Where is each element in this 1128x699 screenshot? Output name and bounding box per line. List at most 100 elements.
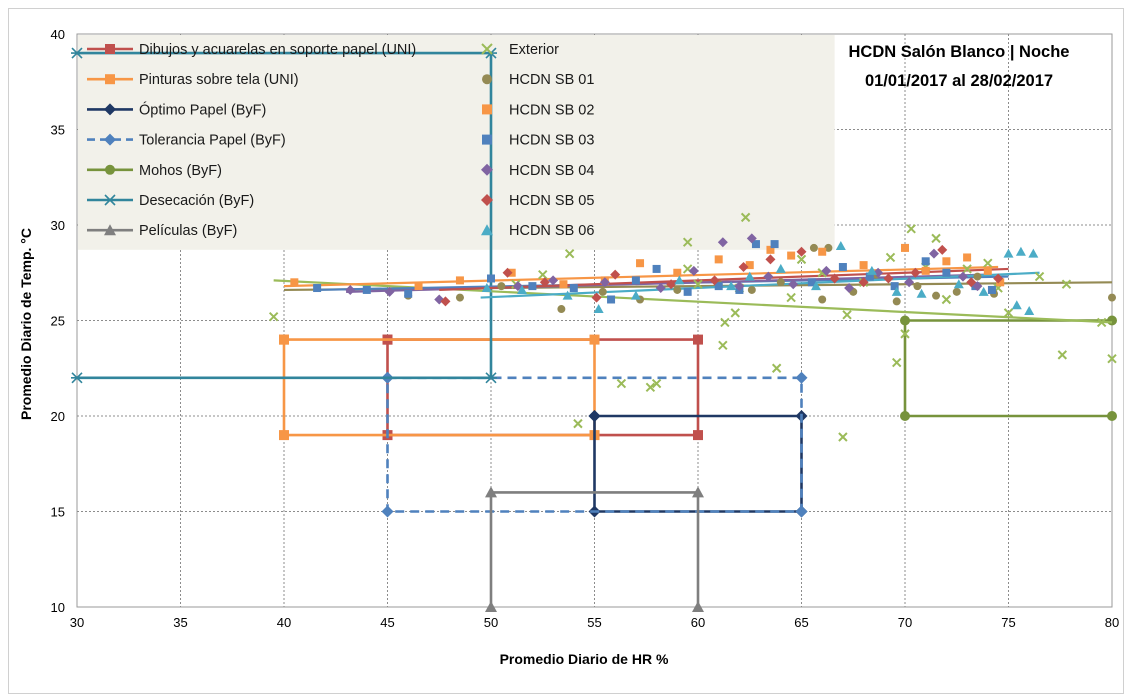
data-point bbox=[688, 265, 699, 276]
data-point bbox=[714, 255, 723, 264]
data-point bbox=[599, 277, 610, 288]
data-point bbox=[910, 267, 921, 278]
x-tick-label: 50 bbox=[484, 615, 498, 630]
zone-marker bbox=[71, 47, 83, 59]
data-point bbox=[268, 311, 279, 322]
data-point bbox=[290, 278, 299, 287]
data-point bbox=[557, 305, 566, 314]
legend-label: Películas (ByF) bbox=[139, 223, 237, 239]
data-point bbox=[313, 284, 322, 293]
zone-marker bbox=[1107, 411, 1117, 421]
data-point bbox=[842, 310, 852, 320]
data-point bbox=[564, 248, 575, 259]
data-point bbox=[720, 317, 730, 328]
zone-marker bbox=[485, 486, 497, 498]
zone-marker bbox=[71, 372, 83, 384]
data-point bbox=[866, 265, 877, 275]
data-point bbox=[963, 253, 972, 262]
y-tick-label: 35 bbox=[51, 123, 65, 138]
legend-label: Mohos (ByF) bbox=[139, 163, 222, 179]
data-point bbox=[502, 267, 513, 278]
data-point bbox=[591, 292, 602, 303]
data-point bbox=[616, 378, 627, 389]
legend-label: Exterior bbox=[509, 42, 559, 58]
legend-label: HCDN SB 02 bbox=[509, 102, 594, 118]
legend-marker bbox=[481, 163, 493, 176]
data-point bbox=[921, 257, 930, 266]
data-point bbox=[1024, 305, 1035, 315]
data-point bbox=[1061, 279, 1072, 289]
data-point bbox=[440, 296, 451, 307]
x-tick-label: 80 bbox=[1105, 615, 1119, 630]
legend-label: HCDN SB 05 bbox=[509, 193, 594, 209]
data-point bbox=[674, 275, 685, 285]
data-point bbox=[931, 233, 941, 244]
zone-marker bbox=[692, 486, 704, 498]
data-point bbox=[865, 272, 874, 281]
data-point bbox=[730, 308, 740, 318]
data-point bbox=[734, 281, 745, 292]
x-tick-label: 60 bbox=[691, 615, 705, 630]
legend-marker bbox=[481, 43, 493, 55]
data-point bbox=[807, 278, 816, 287]
legend-label: Desecación (ByF) bbox=[139, 193, 254, 209]
legend-marker bbox=[104, 224, 116, 236]
data-point bbox=[953, 279, 964, 289]
data-point bbox=[858, 277, 869, 288]
zone-marker bbox=[693, 430, 703, 441]
legend-marker bbox=[482, 104, 492, 115]
data-point bbox=[747, 285, 756, 294]
data-point bbox=[630, 290, 641, 300]
y-tick-label: 10 bbox=[51, 600, 65, 615]
data-point bbox=[481, 283, 492, 293]
data-point bbox=[455, 293, 464, 302]
y-tick-label: 30 bbox=[51, 218, 65, 233]
data-point bbox=[906, 224, 916, 234]
data-point bbox=[693, 279, 703, 289]
data-point bbox=[892, 357, 902, 368]
data-point bbox=[683, 287, 692, 296]
data-point bbox=[788, 279, 799, 290]
zone-lines bbox=[71, 47, 1117, 612]
zone-line bbox=[489, 491, 700, 607]
zone-marker bbox=[279, 430, 289, 441]
data-point bbox=[1028, 248, 1039, 258]
data-point bbox=[682, 237, 693, 247]
zone-marker bbox=[693, 334, 703, 345]
x-tick-label: 35 bbox=[173, 615, 187, 630]
data-point bbox=[740, 212, 751, 223]
data-point bbox=[666, 279, 677, 290]
data-point bbox=[655, 283, 666, 294]
zone-marker bbox=[589, 334, 600, 345]
data-point bbox=[414, 282, 423, 291]
zone-marker bbox=[900, 411, 910, 421]
legend: Dibujos y acuarelas en soporte papel (UN… bbox=[87, 42, 594, 239]
data-point bbox=[497, 282, 506, 291]
data-point bbox=[775, 263, 786, 273]
data-point bbox=[487, 274, 495, 283]
data-points bbox=[268, 212, 1117, 442]
data-point bbox=[673, 268, 682, 277]
y-tick-label: 40 bbox=[51, 27, 65, 42]
legend-marker bbox=[104, 194, 116, 206]
y-axis-label: Promedio Diario de Temp. °C bbox=[18, 228, 34, 420]
legend-marker bbox=[105, 164, 115, 175]
legend-label: Dibujos y acuarelas en soporte papel (UN… bbox=[139, 42, 416, 58]
legend-label: Pinturas sobre tela (UNI) bbox=[139, 72, 299, 88]
data-point bbox=[844, 283, 855, 294]
data-point bbox=[901, 243, 909, 252]
data-point bbox=[913, 282, 922, 291]
legend-label: Tolerancia Papel (ByF) bbox=[139, 133, 286, 149]
data-point bbox=[1011, 300, 1022, 310]
data-point bbox=[636, 259, 645, 268]
data-point bbox=[996, 278, 1005, 287]
data-point bbox=[796, 246, 807, 257]
data-point bbox=[824, 243, 833, 252]
data-point bbox=[859, 261, 868, 270]
data-point bbox=[528, 282, 537, 291]
data-point bbox=[765, 254, 776, 265]
data-point bbox=[973, 272, 982, 281]
data-point bbox=[916, 288, 927, 298]
legend-marker bbox=[104, 103, 116, 116]
legend-label: Óptimo Papel (ByF) bbox=[139, 101, 266, 118]
